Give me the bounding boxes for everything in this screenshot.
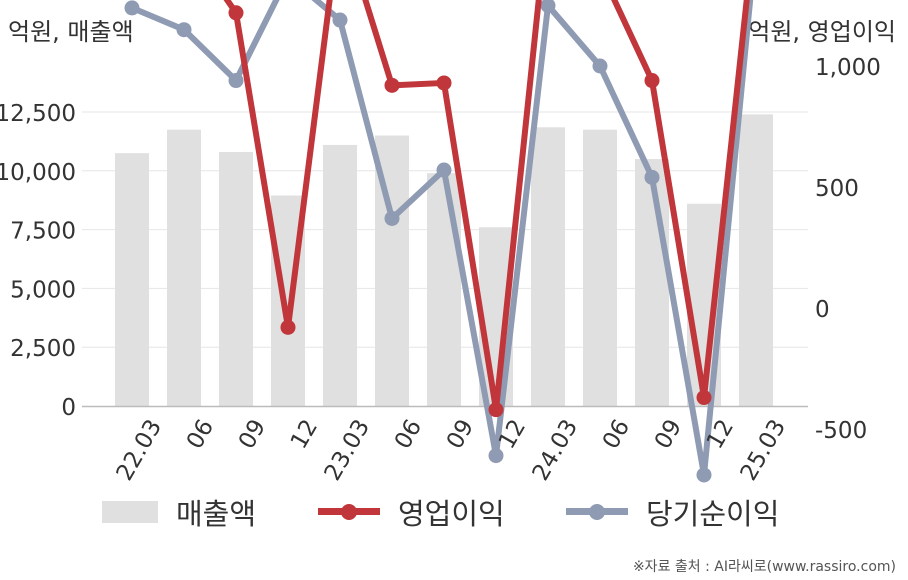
net-income-point xyxy=(124,0,140,16)
revenue-bars xyxy=(115,114,773,407)
legend-item-revenue: 매출액 xyxy=(102,492,256,532)
x-tick-label: 25.03 xyxy=(736,415,791,485)
net-income-point xyxy=(228,73,244,89)
net-income-point xyxy=(436,162,452,178)
y-left-tick-label: 10,000 xyxy=(0,160,76,186)
net-income-point xyxy=(176,22,192,38)
net-income-point xyxy=(540,0,556,13)
left-axis-title: 억원, 매출액 xyxy=(8,18,134,46)
y-right-tick-label: 1,000 xyxy=(815,55,881,81)
net-income-point xyxy=(332,12,348,28)
revenue-bar xyxy=(583,129,617,406)
legend-label-revenue: 매출액 xyxy=(176,497,257,531)
y-left-tick-label: 12,500 xyxy=(0,101,76,127)
source-note: ※자료 출처 : AI라씨로(www.rassiro.com) xyxy=(632,559,896,575)
revenue-bar xyxy=(427,173,461,406)
revenue-bar xyxy=(115,153,149,406)
x-tick-label: 06 xyxy=(390,415,427,453)
revenue-bar xyxy=(323,144,357,407)
legend-swatch-operating-profit xyxy=(318,500,380,524)
net-income-point xyxy=(696,467,712,483)
legend-label-net-income: 당기순이익 xyxy=(646,497,780,531)
operating-profit-point xyxy=(644,73,660,89)
revenue-bar xyxy=(219,151,253,406)
net-income-point xyxy=(592,58,608,74)
y-right-tick-label: 500 xyxy=(815,176,859,202)
y-left-tick-label: 0 xyxy=(61,395,76,421)
y-right-tick-label: -500 xyxy=(815,418,867,444)
y-right-tick-label: 0 xyxy=(815,297,830,323)
y-left-tick-label: 7,500 xyxy=(10,219,76,245)
legend-swatch-revenue xyxy=(102,501,158,523)
operating-profit-point xyxy=(488,402,504,418)
profit-lines xyxy=(124,0,754,483)
y-left-tick-label: 5,000 xyxy=(10,277,76,303)
operating-profit-point xyxy=(280,319,296,335)
x-tick-label: 23.03 xyxy=(320,415,375,485)
x-tick-label: 09 xyxy=(234,415,271,453)
x-tick-label: 24.03 xyxy=(528,415,583,485)
legend-item-net-income: 당기순이익 xyxy=(566,492,779,532)
x-tick-label: 09 xyxy=(442,415,479,453)
right-axis-title: 억원, 영업이익 xyxy=(748,18,896,46)
legend-swatch-net-income xyxy=(566,500,628,524)
x-tick-label: 22.03 xyxy=(112,415,167,485)
net-income-point xyxy=(644,169,660,185)
revenue-bar xyxy=(635,159,669,406)
operating-profit-point xyxy=(384,77,400,93)
x-tick-label: 12 xyxy=(286,415,323,453)
operating-profit-point xyxy=(436,75,452,91)
legend-item-operating-profit: 영업이익 xyxy=(318,492,505,532)
y-left-tick-label: 2,500 xyxy=(10,336,76,362)
operating-profit-point xyxy=(696,390,712,406)
x-tick-label: 06 xyxy=(182,415,219,453)
revenue-bar xyxy=(739,114,773,407)
operating-profit-point xyxy=(228,5,244,21)
x-tick-label: 09 xyxy=(650,415,687,453)
legend-label-operating-profit: 영업이익 xyxy=(398,497,505,531)
net-income-point xyxy=(384,210,400,226)
revenue-bar xyxy=(167,129,201,406)
revenue-bar xyxy=(531,127,565,407)
net-income-point xyxy=(488,448,504,464)
x-tick-label: 06 xyxy=(598,415,635,453)
